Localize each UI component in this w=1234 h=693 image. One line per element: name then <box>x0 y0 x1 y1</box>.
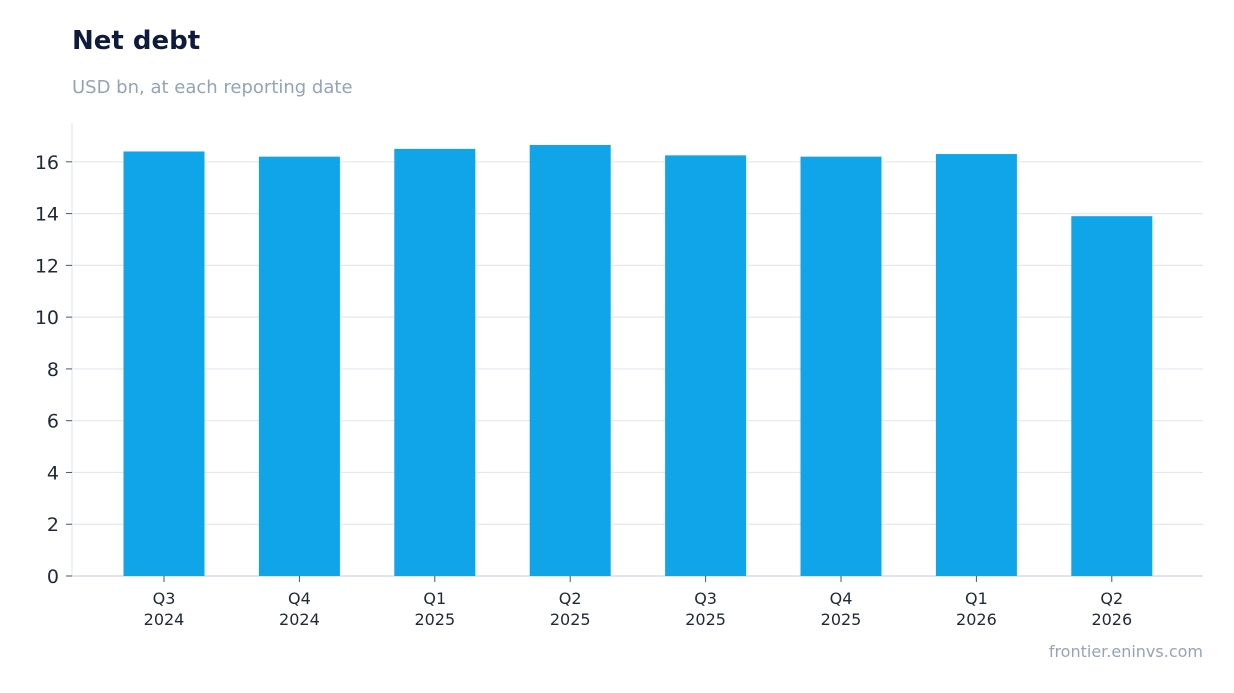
bar <box>529 145 611 576</box>
x-tick-label-year: 2025 <box>821 610 862 629</box>
bar <box>394 148 476 576</box>
x-tick-label-year: 2024 <box>144 610 185 629</box>
bars <box>123 145 1153 576</box>
x-tick-label-quarter: Q3 <box>153 589 176 608</box>
bar <box>123 151 205 576</box>
y-tick-label: 6 <box>47 411 59 433</box>
y-tick-label: 0 <box>47 566 59 588</box>
y-tick-label: 12 <box>35 255 59 277</box>
bar <box>1071 216 1153 576</box>
y-tick-label: 16 <box>35 152 59 174</box>
x-tick-label-quarter: Q4 <box>288 589 311 608</box>
y-tick-label: 4 <box>47 462 59 484</box>
x-tick-label-quarter: Q1 <box>965 589 988 608</box>
y-axis-ticks: 0 2 4 6 8 10 12 14 16 <box>35 152 72 588</box>
y-tick-label: 10 <box>35 307 59 329</box>
source-credit: frontier.eninvs.com <box>1048 642 1203 661</box>
x-tick-label-quarter: Q1 <box>423 589 446 608</box>
x-tick-label-year: 2025 <box>685 610 726 629</box>
bar <box>258 156 340 576</box>
x-tick-label-year: 2025 <box>414 610 455 629</box>
x-tick-label-quarter: Q3 <box>694 589 717 608</box>
chart-title: Net debt <box>72 26 201 56</box>
x-tick-label-year: 2024 <box>279 610 320 629</box>
x-tick-label-quarter: Q2 <box>1100 589 1123 608</box>
bar <box>800 156 882 576</box>
y-tick-label: 2 <box>47 514 59 536</box>
axes <box>71 123 1203 577</box>
y-tick-label: 14 <box>35 204 59 226</box>
bar <box>665 155 747 576</box>
y-tick-label: 8 <box>47 359 59 381</box>
bar <box>935 154 1017 576</box>
x-axis-ticks: Q3 2024 Q4 2024 Q1 2025 Q2 2025 Q3 2025 Q4 2025 Q1 20… <box>144 576 1132 629</box>
x-tick-label-quarter: Q4 <box>830 589 853 608</box>
x-tick-label-year: 2026 <box>956 610 997 629</box>
x-tick-label-year: 2026 <box>1091 610 1132 629</box>
gridlines <box>72 161 1203 525</box>
chart-subtitle: USD bn, at each reporting date <box>72 77 353 98</box>
x-tick-label-quarter: Q2 <box>559 589 582 608</box>
x-tick-label-year: 2025 <box>550 610 591 629</box>
